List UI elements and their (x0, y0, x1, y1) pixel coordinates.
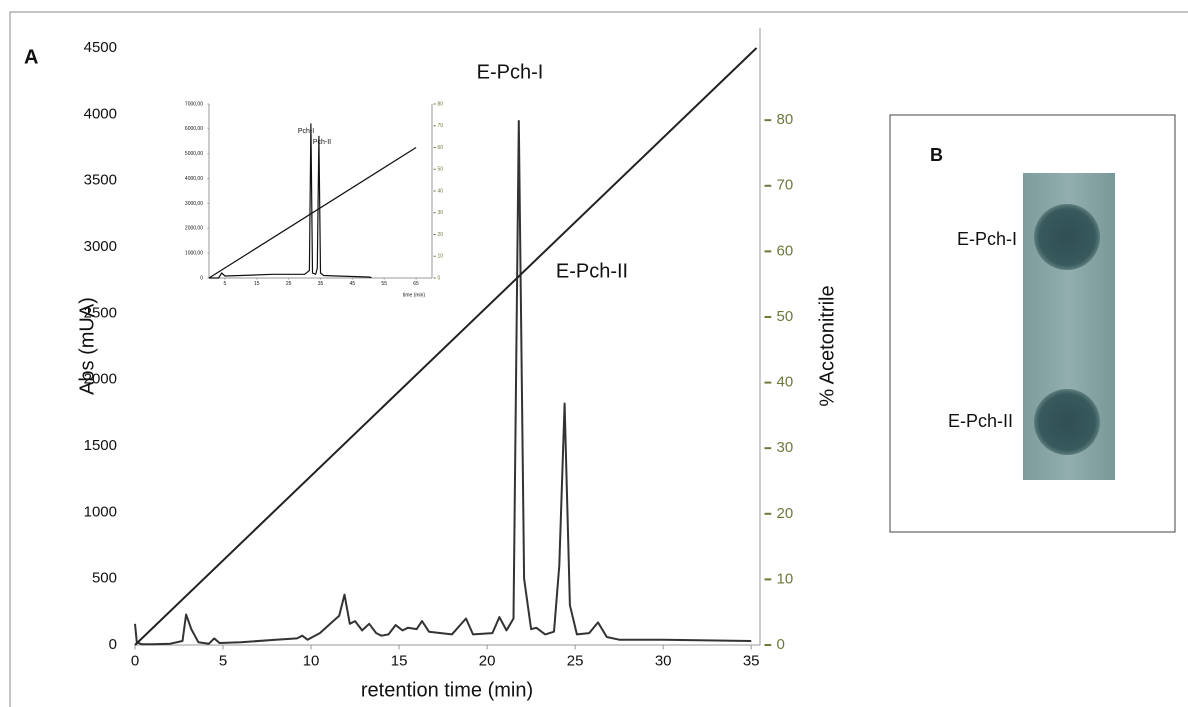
y-tick-label: 500 (92, 570, 117, 587)
x-tick-label: 30 (655, 652, 672, 669)
x-tick-label: 25 (286, 281, 292, 287)
x-tick-label: 45 (350, 281, 356, 287)
y-tick-label: 4000,00 (185, 176, 203, 182)
x-axis-label: time (min) (403, 292, 426, 298)
trace-line (209, 123, 372, 279)
y2-tick-label: 10 (438, 254, 444, 260)
y2-tick-label: 60 (438, 145, 444, 151)
annotation: Pch-I (298, 128, 314, 135)
y2-tick-label: 30 (438, 210, 444, 216)
figure-frame (9, 11, 1188, 707)
x-tick-label: 35 (743, 652, 760, 669)
x-tick-label: 55 (381, 281, 387, 287)
y2-tick-label: 80 (777, 111, 794, 128)
x-tick-label: 25 (567, 652, 584, 669)
y2-tick-label: 70 (777, 177, 794, 194)
x-tick-label: 10 (303, 652, 320, 669)
y-tick-label: 1500 (84, 437, 117, 454)
inset-background (182, 100, 453, 302)
y-tick-label: 3500 (84, 172, 117, 189)
x-tick-label: 20 (479, 652, 496, 669)
y2-tick-label: 40 (777, 374, 794, 391)
y2-tick-label: 50 (777, 308, 794, 325)
y2-tick-label: 60 (777, 242, 794, 259)
y2-tick-label: 20 (777, 505, 794, 522)
x-tick-label: 15 (254, 281, 260, 287)
y-tick-label: 6000,00 (185, 126, 203, 132)
x-tick-label: 5 (219, 652, 227, 669)
annotation: Pch-II (313, 139, 331, 146)
y2-tick-label: 50 (438, 167, 444, 173)
y2-tick-label: 70 (438, 123, 444, 129)
panel-label: A (24, 46, 38, 68)
y2-tick-label: 0 (777, 636, 785, 653)
x-tick-label: 0 (131, 652, 139, 669)
x-tick-label: 15 (391, 652, 408, 669)
y2-tick-label: 20 (438, 232, 444, 238)
y-tick-label: 7000,00 (185, 101, 203, 107)
y-tick-label: 2000,00 (185, 226, 203, 232)
y2-tick-label: 0 (438, 275, 441, 281)
y-tick-label: 0 (200, 275, 203, 281)
y-tick-label: 4000 (84, 105, 117, 122)
annotation: E-Pch-I (477, 61, 544, 83)
x-tick-label: 35 (318, 281, 324, 287)
tlc-spot (1034, 389, 1100, 455)
spot-label: E-Pch-I (957, 229, 1017, 249)
x-axis-label: retention time (min) (361, 679, 533, 701)
y2-tick-label: 40 (438, 188, 444, 194)
y-tick-label: 4500 (84, 39, 117, 56)
gradient-line (208, 146, 417, 279)
y2-axis-label: % Acetonitrile (816, 285, 838, 406)
x-tick-label: 5 (224, 281, 227, 287)
y-tick-label: 5000,00 (185, 151, 203, 157)
y2-tick-label: 30 (777, 439, 794, 456)
trace-line (134, 120, 752, 646)
tlc-spot (1034, 204, 1100, 270)
panel-label: B (930, 145, 943, 165)
y-tick-label: 2000 (84, 371, 117, 388)
y-tick-label: 1000 (84, 503, 117, 520)
annotation: E-Pch-II (556, 260, 628, 282)
y-tick-label: 1000,00 (185, 250, 203, 256)
spot-label: E-Pch-II (948, 411, 1013, 431)
gradient-line (134, 47, 758, 646)
y-axis-label: Abs (mUA) (76, 297, 98, 395)
y2-tick-label: 10 (777, 570, 794, 587)
y-tick-label: 3000,00 (185, 201, 203, 207)
y-tick-label: 3000 (84, 238, 117, 255)
y2-tick-label: 80 (438, 101, 444, 107)
y-tick-label: 0 (109, 636, 117, 653)
x-tick-label: 65 (413, 281, 419, 287)
y-tick-label: 2500 (84, 304, 117, 321)
